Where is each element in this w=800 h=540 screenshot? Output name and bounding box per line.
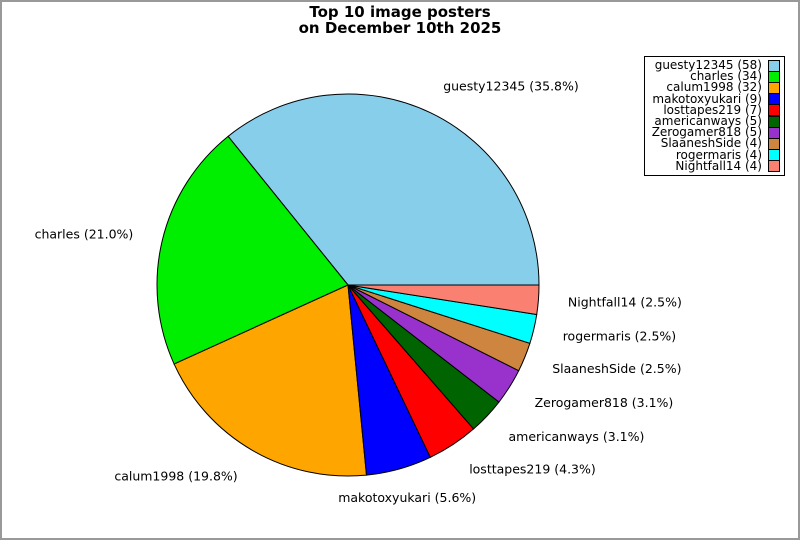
slice-label-guesty12345: guesty12345 (35.8%) [443,78,579,93]
legend-swatch-calum1998 [768,81,780,94]
legend-row-Nightfall14: Nightfall14 (4) [652,158,780,173]
slice-label-rogermaris: rogermaris (2.5%) [563,328,677,343]
legend-row-rogermaris: rogermaris (4) [652,147,780,162]
legend-swatch-americanways [768,115,780,128]
slice-label-charles: charles (21.0%) [35,226,134,241]
slice-label-calum1998: calum1998 (19.8%) [114,468,237,483]
chart-title: Top 10 image posters on December 10th 20… [2,3,798,37]
slice-label-Zerogamer818: Zerogamer818 (3.1%) [535,395,674,410]
legend-label-rogermaris: rogermaris (4) [675,147,762,162]
legend-row-SlaaneshSide: SlaaneshSide (4) [652,136,780,151]
legend-box: guesty12345 (58) charles (34) calum1998 (3… [643,56,785,176]
slice-label-SlaaneshSide: SlaaneshSide (2.5%) [552,361,681,376]
legend-label-makotoxyukari: makotoxyukari (9) [652,91,762,106]
legend-swatch-SlaaneshSide [768,137,780,150]
pie-slice-Nightfall14 [347,284,540,316]
legend-swatch-rogermaris [768,149,780,162]
slice-label-Nightfall14: Nightfall14 (2.5%) [568,294,682,309]
legend-label-guesty12345: guesty12345 (58) [654,58,762,73]
legend-swatch-Nightfall14 [768,160,780,173]
legend-label-calum1998: calum1998 (32) [666,80,762,95]
pie-slice-charles [156,135,349,365]
legend-label-losttapes219: losttapes219 (7) [663,102,762,117]
legend-label-americanways: americanways (5) [654,114,762,129]
pie-slice-calum1998 [173,284,368,477]
legend-label-Nightfall14: Nightfall14 (4) [675,158,762,173]
slice-label-losttapes219: losttapes219 (4.3%) [469,462,596,477]
legend-row-calum1998: calum1998 (32) [652,80,780,95]
legend-row-Zerogamer818: Zerogamer818 (5) [651,125,780,140]
legend-label-charles: charles (34) [690,69,762,84]
legend-swatch-guesty12345 [768,59,780,72]
legend-row-guesty12345: guesty12345 (58) [652,58,780,73]
legend-swatch-charles [768,70,780,83]
pie-slice-guesty12345 [227,93,540,286]
chart-title-line1: Top 10 image posters [309,3,491,21]
slice-label-makotoxyukari: makotoxyukari (5.6%) [338,490,476,505]
legend-swatch-losttapes219 [768,104,780,117]
chart-title-line2: on December 10th 2025 [298,19,502,37]
legend-label-SlaaneshSide: SlaaneshSide (4) [660,136,762,151]
legend-row-charles: charles (34) [652,69,780,84]
legend-swatch-Zerogamer818 [768,126,780,139]
legend-swatch-makotoxyukari [768,93,780,106]
legend-label-Zerogamer818: Zerogamer818 (5) [651,125,762,140]
slice-label-americanways: americanways (3.1%) [509,429,645,444]
